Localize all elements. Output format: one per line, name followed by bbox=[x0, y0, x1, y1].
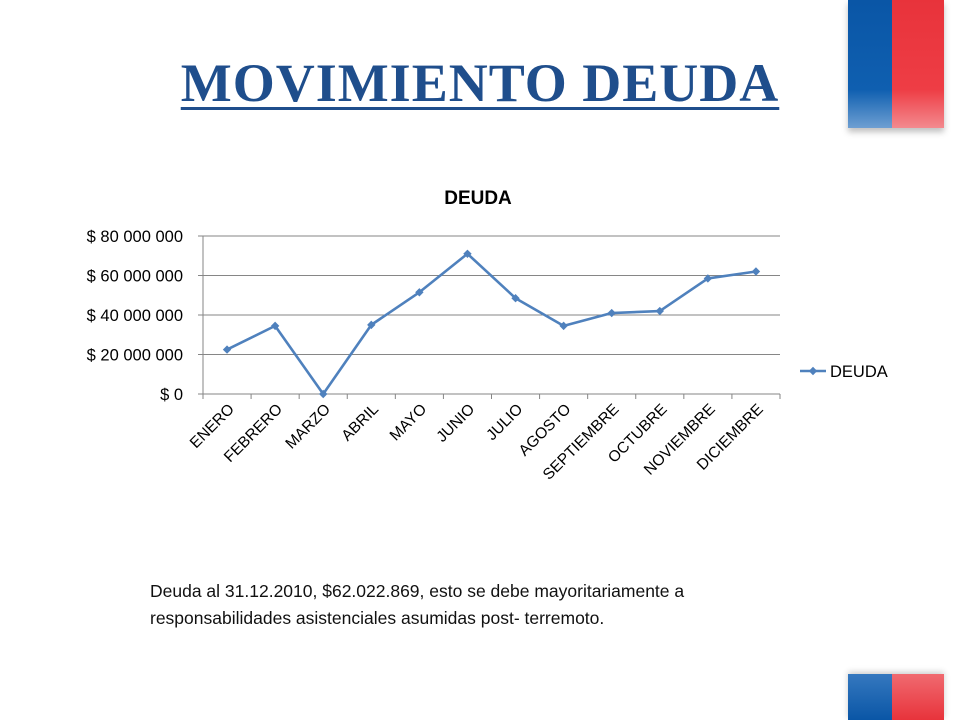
data-point bbox=[463, 249, 472, 258]
data-point bbox=[319, 389, 328, 399]
y-tick-label: $ 20 000 000 bbox=[87, 347, 183, 365]
data-point bbox=[607, 308, 616, 318]
x-tick-label: JUNIO bbox=[433, 401, 478, 446]
data-point bbox=[222, 345, 232, 354]
y-tick-label: $ 40 000 000 bbox=[87, 307, 183, 325]
flag-decoration-top bbox=[848, 0, 944, 128]
flag-red-band bbox=[892, 0, 944, 128]
debt-line-chart: DEUDA $ 0 $ 20 000 000 $ 40 000 000 $ 60 00… bbox=[87, 188, 888, 483]
chart-legend: DEUDA bbox=[800, 363, 888, 381]
data-point bbox=[655, 306, 664, 316]
data-point bbox=[703, 274, 713, 283]
legend-marker bbox=[808, 366, 818, 376]
slide-caption: Deuda al 31.12.2010, $62.022.869, esto s… bbox=[150, 578, 850, 632]
legend-label: DEUDA bbox=[830, 363, 888, 381]
data-point bbox=[511, 294, 520, 303]
flag-blue-band bbox=[848, 0, 892, 128]
flag-red-band bbox=[892, 674, 944, 720]
data-point bbox=[415, 288, 424, 297]
y-tick-label: $ 60 000 000 bbox=[87, 268, 183, 286]
x-tick-label: JULIO bbox=[483, 401, 526, 444]
y-tick-label: $ 80 000 000 bbox=[87, 228, 183, 246]
chart-gridlines bbox=[203, 235, 780, 395]
y-axis: $ 0 $ 20 000 000 $ 40 000 000 $ 60 000 000 $… bbox=[87, 228, 204, 404]
chart-title: DEUDA bbox=[444, 188, 512, 209]
series-line bbox=[226, 252, 757, 396]
data-point bbox=[559, 321, 568, 331]
x-tick-label: MARZO bbox=[282, 401, 334, 453]
data-point bbox=[751, 267, 761, 276]
data-point bbox=[270, 321, 280, 331]
caption-line-2: responsabilidades asistenciales asumidas… bbox=[150, 608, 605, 628]
flag-blue-band bbox=[848, 674, 892, 720]
x-tick-label: ABRIL bbox=[338, 401, 382, 445]
series-deuda bbox=[222, 249, 761, 399]
flag-decoration-bottom bbox=[848, 674, 944, 720]
caption-line-1: Deuda al 31.12.2010, $62.022.869, esto s… bbox=[150, 581, 685, 601]
y-tick-label: $ 0 bbox=[160, 386, 183, 404]
slide-title: MOVIMIENTO DEUDA bbox=[180, 53, 780, 113]
data-point bbox=[367, 320, 376, 330]
x-tick-label: MAYO bbox=[387, 401, 430, 444]
